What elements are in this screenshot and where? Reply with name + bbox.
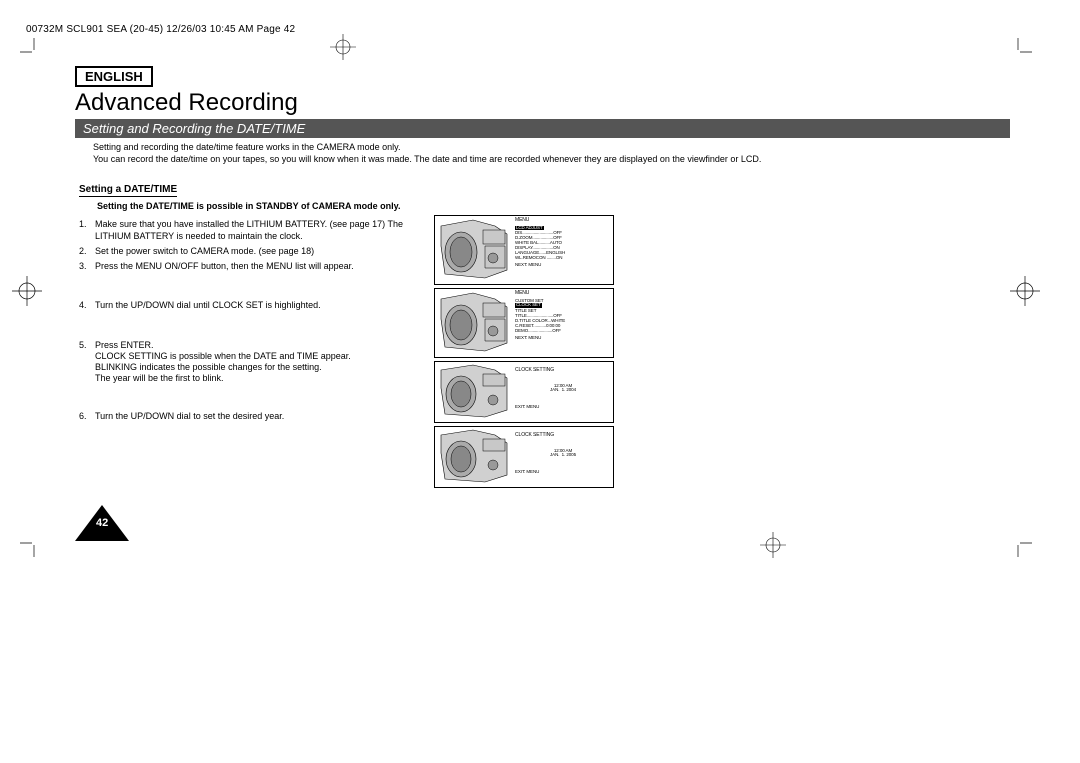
menu-footer: NEXT: MENU bbox=[515, 336, 611, 341]
menu-screen: CLOCK SETTING 12:00 AM JAN. 1. 2004 EXIT… bbox=[513, 362, 613, 422]
step-number: 3. bbox=[79, 261, 87, 272]
language-label: ENGLISH bbox=[75, 66, 153, 87]
diagram-panel: CLOCK SETTING 12:00 AM JAN. 1. 2005 EXIT… bbox=[434, 426, 614, 488]
diagram-column: MENU LCD ADJUST DIS.....................… bbox=[434, 215, 614, 491]
diagram-panel: MENU LCD ADJUST DIS.....................… bbox=[434, 215, 614, 285]
step-text: Press ENTER. CLOCK SETTING is possible w… bbox=[95, 340, 351, 384]
camcorder-icon bbox=[435, 362, 513, 422]
menu-screen: MENU CUSTOM SET CLOCK SET TITLE SET TITL… bbox=[513, 289, 613, 357]
step-number: 1. bbox=[79, 219, 87, 230]
menu-screen: MENU LCD ADJUST DIS.....................… bbox=[513, 216, 613, 284]
page-title: Advanced Recording bbox=[75, 89, 1023, 117]
step-number: 4. bbox=[79, 300, 87, 311]
intro-text: Setting and recording the date/time feat… bbox=[93, 142, 993, 165]
crop-mark-icon bbox=[20, 38, 48, 66]
menu-screen: CLOCK SETTING 12:00 AM JAN. 1. 2005 EXIT… bbox=[513, 427, 613, 487]
step-item: 1. Make sure that you have installed the … bbox=[79, 219, 409, 242]
crop-mark-icon bbox=[20, 529, 48, 557]
step-item: 6. Turn the UP/DOWN dial to set the desir… bbox=[79, 411, 409, 422]
camcorder-icon bbox=[435, 216, 513, 284]
step-text: Set the power switch to CAMERA mode. (se… bbox=[95, 246, 314, 256]
crop-mark-icon bbox=[1004, 38, 1032, 66]
intro-line: You can record the date/time on your tap… bbox=[93, 154, 993, 166]
crop-mark-icon bbox=[1004, 529, 1032, 557]
registration-target-icon bbox=[330, 34, 356, 65]
registration-target-icon bbox=[12, 276, 42, 311]
step-text: Press the MENU ON/OFF button, then the M… bbox=[95, 261, 354, 271]
step-item: 5. Press ENTER. CLOCK SETTING is possible… bbox=[79, 340, 409, 385]
step-item: 3. Press the MENU ON/OFF button, then the… bbox=[79, 261, 409, 272]
step-text: Make sure that you have installed the LI… bbox=[95, 219, 403, 240]
page: 00732M SCL901 SEA (20-45) 12/26/03 10:45… bbox=[0, 0, 1080, 763]
step-item: 2. Set the power switch to CAMERA mode. (… bbox=[79, 246, 409, 257]
subsection-note: Setting the DATE/TIME is possible in STA… bbox=[97, 201, 1023, 211]
subsection-head: Setting a DATE/TIME bbox=[79, 184, 177, 197]
registration-target-icon bbox=[760, 532, 786, 563]
step-number: 2. bbox=[79, 246, 87, 257]
diagram-panel: MENU CUSTOM SET CLOCK SET TITLE SET TITL… bbox=[434, 288, 614, 358]
doc-header: 00732M SCL901 SEA (20-45) 12/26/03 10:45… bbox=[26, 24, 295, 35]
diagram-panel: CLOCK SETTING 12:00 AM JAN. 1. 2004 EXIT… bbox=[434, 361, 614, 423]
menu-title: CLOCK SETTING bbox=[515, 433, 611, 439]
page-number: 42 bbox=[96, 517, 108, 529]
intro-line: Setting and recording the date/time feat… bbox=[93, 142, 993, 154]
camcorder-icon bbox=[435, 427, 513, 487]
step-text: Turn the UP/DOWN dial to set the desired… bbox=[95, 411, 284, 421]
steps-list: 1. Make sure that you have installed the … bbox=[79, 219, 409, 422]
menu-title: CLOCK SETTING bbox=[515, 368, 611, 374]
menu-line: WL.REMOCON ........ON bbox=[515, 256, 611, 261]
step-text: Turn the UP/DOWN dial until CLOCK SET is… bbox=[95, 300, 321, 310]
step-number: 6. bbox=[79, 411, 87, 422]
menu-footer: EXIT: MENU bbox=[515, 470, 611, 475]
section-subtitle: Setting and Recording the DATE/TIME bbox=[75, 119, 1010, 138]
menu-line: DEMO.....................OFF bbox=[515, 329, 611, 334]
step-number: 5. bbox=[79, 340, 87, 351]
menu-title: MENU bbox=[515, 291, 611, 297]
camcorder-icon bbox=[435, 289, 513, 357]
step-item: 4. Turn the UP/DOWN dial until CLOCK SET … bbox=[79, 300, 409, 311]
menu-title: MENU bbox=[515, 218, 611, 224]
menu-footer: NEXT: MENU bbox=[515, 263, 611, 268]
menu-footer: EXIT: MENU bbox=[515, 405, 611, 410]
